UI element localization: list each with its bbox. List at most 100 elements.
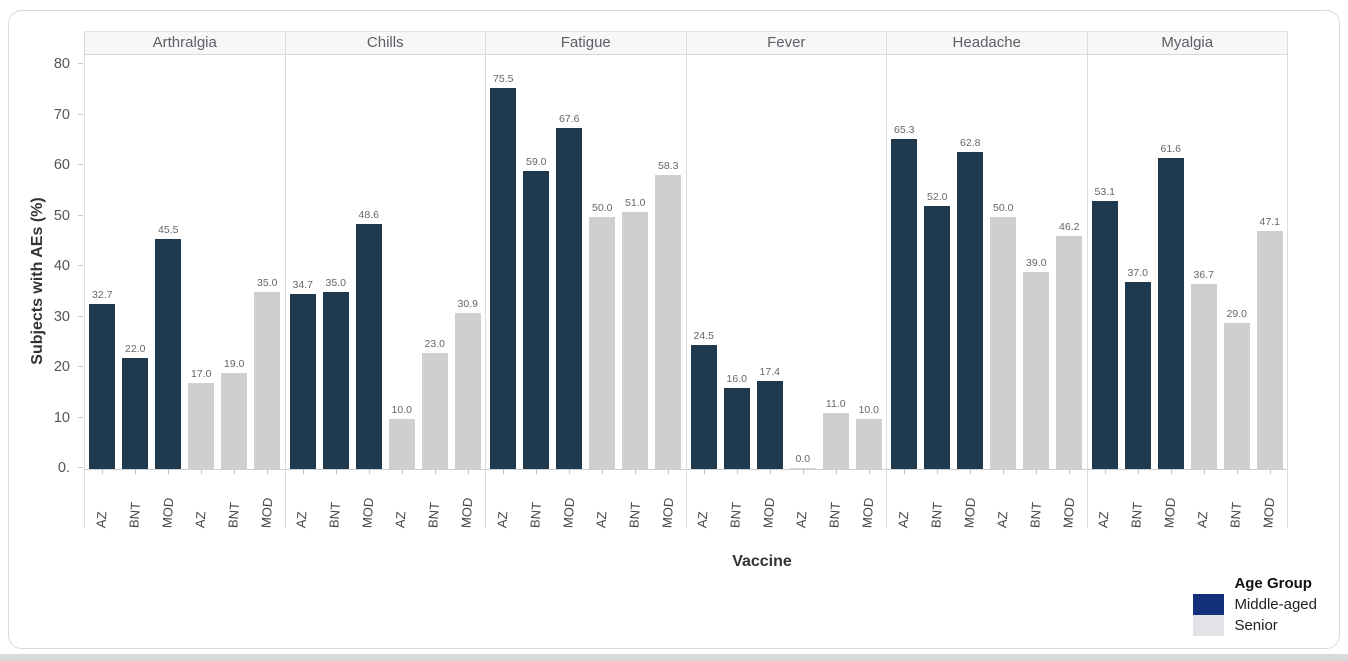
x-tick-mark	[135, 470, 137, 474]
bar-senior: 0.0	[789, 453, 816, 469]
bar-value-label: 61.6	[1160, 143, 1181, 155]
bar-middle-aged: 48.6	[355, 209, 382, 469]
x-tick-mark	[1203, 470, 1205, 474]
x-tick-mark	[335, 470, 337, 474]
bar-value-label: 32.7	[92, 288, 113, 301]
bar-senior: 36.7	[1190, 269, 1217, 469]
bar-senior: 50.0	[990, 202, 1017, 469]
x-tick-label: AZ	[392, 510, 409, 529]
x-tick-label: MOD	[1260, 497, 1278, 529]
y-axis: 80 70 60 50 40 30 20 10 0.	[9, 54, 84, 476]
x-tick-label: BNT	[1227, 501, 1245, 529]
x-tick-mark	[970, 470, 972, 474]
x-tick-mark	[1069, 470, 1071, 474]
facet-row: Arthralgia 32.7 22.0 45.5 17.0 19.0 35.0 AZ BNT M…	[84, 31, 1288, 528]
bar-middle-aged: 67.6	[556, 113, 583, 469]
bar-middle-aged: 45.5	[155, 224, 182, 469]
facet-title: Arthralgia	[85, 31, 285, 55]
x-tick-mark	[434, 470, 436, 474]
x-axis-labels: AZ BNT MOD AZ BNT MOD	[687, 470, 887, 528]
bar-senior: 46.2	[1056, 221, 1083, 469]
x-tick-mark	[302, 470, 304, 474]
facet-plot: 53.1 37.0 61.6 36.7 29.0 47.1	[1087, 55, 1288, 470]
bar-middle-aged: 17.4	[756, 366, 783, 469]
legend-label-middle-aged: Middle-aged	[1234, 596, 1317, 613]
x-tick-mark	[368, 470, 370, 474]
bar-senior: 50.0	[589, 202, 616, 469]
x-tick-label: BNT	[727, 501, 745, 529]
bar-senior: 47.1	[1256, 216, 1283, 469]
x-tick-mark	[1170, 470, 1172, 474]
y-tick-label: 80	[53, 56, 70, 73]
x-tick-mark	[536, 470, 538, 474]
facet-plot: 65.3 52.0 62.8 50.0 39.0 46.2	[887, 55, 1087, 470]
legend-label-senior: Senior	[1234, 617, 1278, 634]
x-tick-cell: AZ	[990, 470, 1016, 528]
x-tick-cell: AZ	[589, 470, 615, 528]
facet-title: Fatigue	[486, 31, 686, 55]
bar-senior: 51.0	[622, 197, 649, 469]
y-tick-mark	[78, 113, 83, 115]
bar-middle-aged: 65.3	[891, 124, 918, 469]
x-tick-label: MOD	[559, 497, 578, 529]
x-tick-label: BNT	[125, 501, 143, 529]
x-tick-cell: AZ	[790, 470, 816, 528]
x-tick-label: AZ	[894, 510, 912, 529]
x-tick-cell: AZ	[691, 470, 717, 528]
x-axis-labels: AZ BNT MOD AZ BNT MOD	[1088, 470, 1288, 528]
chart-card: Subjects with AEs (%) 80 70 60 50 40 30 20 10 0.…	[8, 10, 1340, 649]
bar-value-label: 50.0	[993, 201, 1014, 214]
bar-group: 34.7 35.0 48.6 10.0 23.0 30.9	[286, 55, 486, 469]
x-tick-label: BNT	[625, 501, 643, 529]
x-tick-mark	[1036, 470, 1038, 474]
x-tick-cell: BNT	[323, 470, 349, 528]
bar-value-label: 67.6	[559, 112, 580, 125]
x-tick-mark	[1104, 470, 1106, 474]
x-tick-cell: MOD	[856, 470, 882, 528]
bar-middle-aged: 53.1	[1091, 186, 1118, 469]
bar-senior: 10.0	[388, 404, 415, 469]
facet-panel: Chills 34.7 35.0 48.6 10.0 23.0 30.9 AZ BNT MOD AZ…	[284, 31, 486, 529]
bar-value-label: 10.0	[858, 403, 879, 416]
bar-value-label: 16.0	[726, 373, 747, 386]
bar-value-label: 34.7	[292, 278, 313, 291]
x-tick-label: AZ	[293, 510, 310, 529]
x-tick-mark	[635, 470, 637, 474]
x-tick-cell: AZ	[490, 470, 516, 528]
bar-senior: 39.0	[1023, 257, 1050, 469]
bar-group: 53.1 37.0 61.6 36.7 29.0 47.1	[1088, 55, 1288, 469]
facet-plot: 34.7 35.0 48.6 10.0 23.0 30.9	[285, 55, 486, 470]
bar-senior: 29.0	[1223, 308, 1250, 469]
x-tick-label: AZ	[191, 510, 209, 529]
y-tick-mark	[78, 315, 83, 317]
x-tick-cell: BNT	[422, 470, 448, 528]
x-tick-cell: BNT	[924, 470, 950, 528]
y-tick-label: 10	[53, 409, 70, 426]
bar-middle-aged: 34.7	[289, 279, 316, 469]
y-tick-label: 70	[53, 106, 70, 123]
bar-value-label: 52.0	[927, 191, 948, 204]
facet-panel: Headache 65.3 52.0 62.8 50.0 39.0 46.2 AZ BNT MOD…	[886, 31, 1087, 528]
x-tick-mark	[1269, 470, 1271, 474]
x-tick-mark	[234, 470, 236, 474]
x-tick-cell: BNT	[823, 470, 849, 528]
x-tick-mark	[904, 470, 906, 474]
x-tick-label: MOD	[1161, 497, 1179, 529]
facet-plot: 32.7 22.0 45.5 17.0 19.0 35.0	[85, 55, 285, 470]
x-tick-cell: AZ	[389, 470, 415, 528]
x-tick-mark	[102, 470, 104, 474]
x-tick-cell: MOD	[254, 470, 280, 528]
bar-middle-aged: 37.0	[1124, 267, 1151, 469]
x-tick-mark	[602, 470, 604, 474]
y-tick-label: 40	[53, 258, 70, 275]
legend-title: Age Group	[1234, 575, 1312, 592]
x-tick-cell: BNT	[523, 470, 549, 528]
y-tick-mark	[78, 416, 83, 418]
x-tick-label: BNT	[826, 501, 844, 529]
x-tick-cell: MOD	[1257, 470, 1283, 528]
x-tick-cell: MOD	[1158, 470, 1184, 528]
facet-plot: 24.5 16.0 17.4 0.0 11.0 10.0	[686, 55, 886, 470]
bar-value-label: 22.0	[125, 342, 146, 355]
x-tick-cell: MOD	[556, 470, 582, 528]
facet-title: Fever	[686, 31, 886, 55]
